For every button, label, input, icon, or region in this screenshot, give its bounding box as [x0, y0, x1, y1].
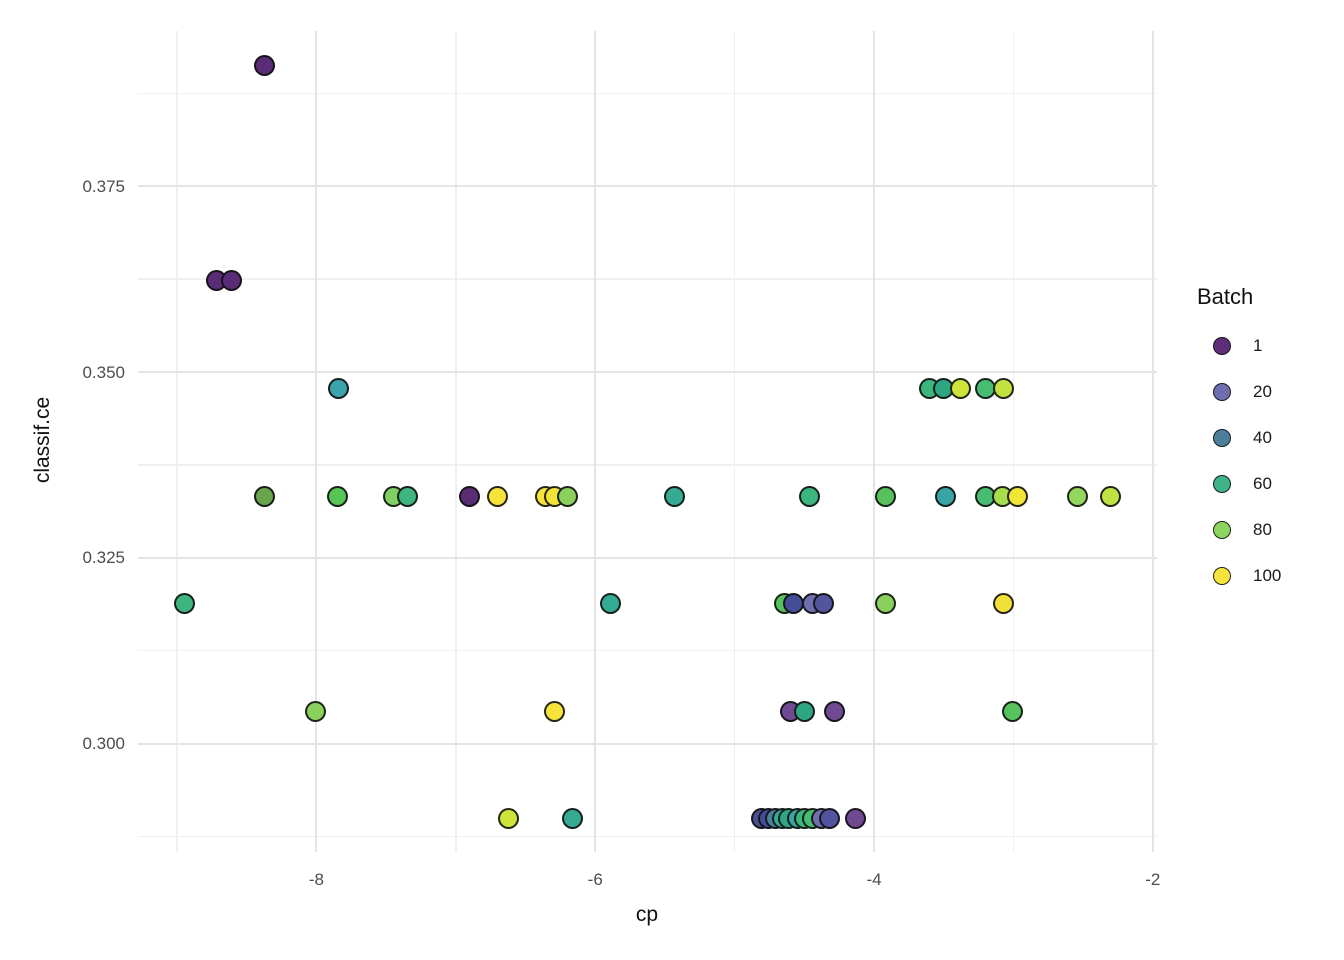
x-tick-label: -2: [1145, 870, 1161, 889]
y-tick-label: 0.300: [82, 734, 125, 754]
data-point: [328, 377, 350, 399]
data-point: [1067, 485, 1089, 507]
data-point: [498, 808, 520, 830]
gridline-major-y: [138, 371, 1157, 374]
legend-entry: 1: [1197, 336, 1281, 356]
legend: Batch 1 20 40 60 80 100: [1197, 284, 1281, 612]
data-point: [562, 808, 584, 830]
legend-label: 40: [1253, 428, 1272, 447]
data-point: [782, 593, 804, 615]
x-axis-title: cp: [635, 903, 659, 926]
data-point: [934, 485, 956, 507]
legend-entry: 60: [1197, 474, 1281, 494]
data-point: [874, 593, 896, 615]
y-axis-title: classif.ce: [31, 396, 54, 484]
gridline-major-x: [1151, 31, 1154, 852]
y-tick-label: 0.350: [82, 362, 125, 382]
data-point: [304, 701, 326, 723]
legend-label: 100: [1253, 566, 1282, 585]
data-point: [1100, 485, 1122, 507]
gridline-minor-x: [1012, 31, 1015, 852]
legend-entry: 100: [1197, 566, 1281, 586]
legend-entry: 20: [1197, 382, 1281, 402]
gridline-minor-y: [138, 92, 1157, 95]
y-tick-label: 0.375: [82, 176, 125, 196]
data-point: [600, 593, 622, 615]
legend-label: 1: [1253, 336, 1263, 355]
gridline-minor-y: [138, 464, 1157, 466]
legend-entry: 80: [1197, 520, 1281, 540]
data-point: [556, 485, 578, 507]
legend-swatch-icon: [1213, 567, 1231, 585]
data-point: [254, 54, 276, 76]
gridline-major-y: [138, 556, 1157, 559]
data-point: [220, 270, 242, 292]
gridline-minor-x: [176, 31, 178, 852]
data-point: [254, 485, 276, 507]
legend-label: 60: [1253, 474, 1272, 493]
x-tick-label: -8: [308, 870, 324, 889]
legend-swatch-icon: [1213, 383, 1231, 401]
gridline-major-x: [315, 31, 318, 852]
data-point: [949, 377, 971, 399]
data-point: [818, 808, 840, 830]
legend-label: 80: [1253, 520, 1272, 539]
data-point: [799, 485, 821, 507]
legend-title: Batch: [1197, 284, 1254, 309]
data-point: [824, 701, 846, 723]
data-point: [664, 485, 686, 507]
legend-entry: 40: [1197, 428, 1281, 448]
legend-swatch-icon: [1213, 337, 1231, 355]
plot-panel: [138, 31, 1157, 852]
gridline-minor-y: [138, 278, 1157, 280]
gridline-minor-x: [455, 31, 457, 852]
data-point: [874, 485, 896, 507]
data-point: [993, 593, 1015, 615]
legend-swatch-icon: [1213, 475, 1231, 493]
gridline-minor-y: [138, 835, 1157, 838]
data-point: [544, 701, 566, 723]
x-tick-label: -6: [587, 870, 603, 889]
data-point: [487, 485, 509, 507]
gridline-major-y: [138, 742, 1157, 745]
legend-swatch-icon: [1213, 521, 1231, 539]
data-point: [396, 485, 418, 507]
legend-entries: 1 20 40 60 80 100: [1197, 336, 1281, 586]
data-point: [1001, 701, 1023, 723]
data-point: [326, 485, 348, 507]
gridline-major-y: [138, 185, 1157, 188]
data-point: [813, 593, 835, 615]
data-point: [459, 485, 481, 507]
data-point: [793, 701, 815, 723]
x-tick-label: -4: [866, 870, 882, 889]
gridline-major-x: [594, 31, 597, 852]
gridline-major-x: [873, 31, 876, 852]
data-point: [845, 808, 867, 830]
data-point: [173, 593, 195, 615]
y-tick-label: 0.325: [82, 548, 125, 568]
data-point: [993, 377, 1015, 399]
legend-swatch-icon: [1213, 429, 1231, 447]
gridline-minor-y: [138, 649, 1157, 652]
legend-label: 20: [1253, 382, 1272, 401]
gridline-minor-x: [733, 31, 736, 852]
data-point: [1007, 485, 1029, 507]
